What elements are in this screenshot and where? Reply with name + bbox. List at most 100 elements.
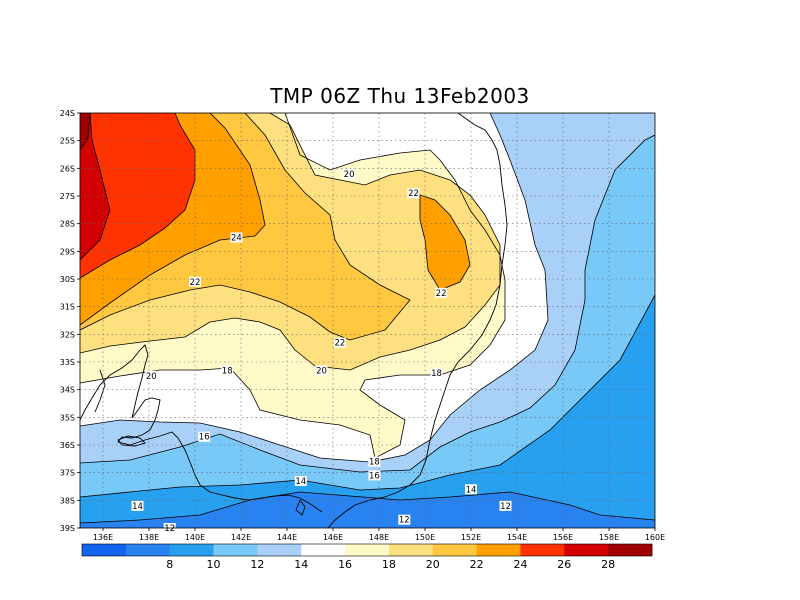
contour-label-text: 14	[466, 485, 477, 495]
colorbar-label: 26	[557, 558, 571, 571]
lat-label: 32S	[60, 330, 75, 339]
contour-label-bg	[294, 475, 307, 486]
colorbar-swatch	[432, 544, 477, 556]
contour-label: 12	[499, 500, 512, 512]
isotherm-28	[80, 113, 196, 279]
isotherm-16	[80, 134, 655, 473]
colorbar-swatch	[345, 544, 390, 556]
contour-label-text: 18	[431, 369, 442, 379]
contour-label: 22	[435, 287, 448, 299]
contour-label: 18	[221, 365, 234, 376]
contour-lines	[80, 113, 655, 524]
contour-label-bg	[368, 456, 381, 467]
isotherm-18	[80, 113, 549, 463]
lat-label: 35S	[60, 413, 75, 422]
lon-label: 140E	[185, 533, 205, 542]
colorbar-swatch	[476, 544, 521, 556]
colorbar-swatch	[608, 544, 653, 556]
contour-label: 20	[343, 168, 356, 180]
contour-label-text: 22	[436, 289, 447, 299]
filled-contours	[80, 113, 655, 528]
map-title: TMP 06Z Thu 13Feb2003	[270, 84, 530, 108]
colorbar-label: 10	[207, 558, 221, 571]
contour-label: 20	[315, 365, 328, 376]
lon-label: 138E	[139, 533, 159, 542]
contour-labels: 24 20 22 22 22 22 20 18 20 18 16 18 16 14 14 14 12 12 12	[131, 168, 512, 534]
contour-label: 14	[465, 484, 477, 495]
lon-label: 142E	[231, 533, 251, 542]
contour-label-bg	[465, 484, 477, 495]
coastline	[80, 113, 508, 528]
colorbar-swatch	[82, 544, 127, 556]
contour-label: 12	[398, 514, 411, 526]
contour-label-text: 12	[399, 516, 410, 526]
colorbar-swatch	[301, 544, 346, 556]
isotherm-14	[80, 294, 655, 498]
colorbar-swatch	[169, 544, 214, 556]
isotherm-22-inner	[419, 194, 471, 291]
colorbar-swatch	[520, 544, 565, 556]
lon-label: 146E	[323, 533, 343, 542]
colorbar-frame	[81, 543, 653, 557]
lon-label: 158E	[599, 533, 619, 542]
lon-label: 160E	[645, 533, 665, 542]
isotherm-32	[80, 113, 91, 151]
lon-label: 148E	[369, 533, 389, 542]
contour-label-text: 22	[334, 339, 345, 349]
contour-label-text: 14	[132, 502, 143, 512]
band-22-24-inner	[420, 195, 470, 290]
isotherm-30	[80, 113, 111, 261]
colorbar-swatch	[213, 544, 258, 556]
contour-label: 22	[189, 276, 201, 288]
lat-label: 28S	[60, 220, 75, 229]
colorbar-swatch	[257, 544, 302, 556]
contour-label-text: 18	[222, 366, 233, 376]
contour-label-bg	[398, 514, 411, 525]
lon-label: 136E	[93, 533, 113, 542]
lat-label: 30S	[60, 275, 75, 284]
contour-label-bg	[315, 365, 328, 376]
contour-label-bg	[198, 431, 211, 442]
contour-label: 24	[230, 232, 243, 244]
contour-label-bg	[435, 287, 448, 298]
contour-label-text: 12	[164, 524, 175, 534]
contour-label-bg	[230, 232, 243, 243]
lat-label: 37S	[60, 469, 75, 478]
contour-label-text: 16	[369, 471, 380, 481]
colorbar: 8 10 12 14 16 18 20 22 24 26 28	[81, 543, 653, 571]
isotherm-20	[80, 113, 506, 459]
colorbar-label: 18	[382, 558, 396, 571]
colorbar-label: 12	[250, 558, 264, 571]
contour-label-bg	[430, 368, 443, 379]
lon-label: 156E	[553, 533, 573, 542]
contour-label-text: 18	[369, 458, 380, 468]
colorbar-label: 8	[166, 558, 173, 571]
lat-label: 31S	[60, 303, 75, 312]
gulf-spencer-coastline	[80, 344, 323, 513]
lat-label: 36S	[60, 441, 75, 450]
contour-label: 14	[131, 500, 144, 512]
lon-label: 150E	[415, 533, 435, 542]
isotherm-12	[80, 491, 655, 524]
isotherm-22	[80, 113, 501, 371]
colorbar-label: 22	[470, 558, 484, 571]
colorbar-label: 14	[294, 558, 308, 571]
lon-tick-labels: 136E 138E 140E 142E 144E 146E 148E 150E 152E 154E…	[93, 528, 665, 542]
contour-label-text: 16	[199, 433, 210, 443]
lat-label: 29S	[60, 247, 75, 256]
contour-label-text: 20	[316, 366, 327, 376]
bass-strait-island	[295, 499, 306, 516]
colorbar-label: 24	[513, 558, 527, 571]
contour-label: 16	[198, 431, 211, 443]
contour-label-text: 12	[500, 502, 511, 512]
lat-label: 25S	[60, 137, 75, 146]
contour-label-bg	[343, 168, 356, 179]
lat-label: 24S	[60, 109, 75, 118]
lat-tick-labels: 24S 25S 26S 27S 28S 29S 30S 31S 32S 33S 34S 35S 36S 3…	[60, 109, 80, 533]
contour-label-bg	[333, 337, 346, 348]
band-30-32	[80, 113, 110, 260]
colorbar-label: 20	[426, 558, 440, 571]
grid	[80, 113, 655, 528]
lat-label: 26S	[60, 164, 75, 173]
contour-label: 12	[163, 523, 176, 534]
